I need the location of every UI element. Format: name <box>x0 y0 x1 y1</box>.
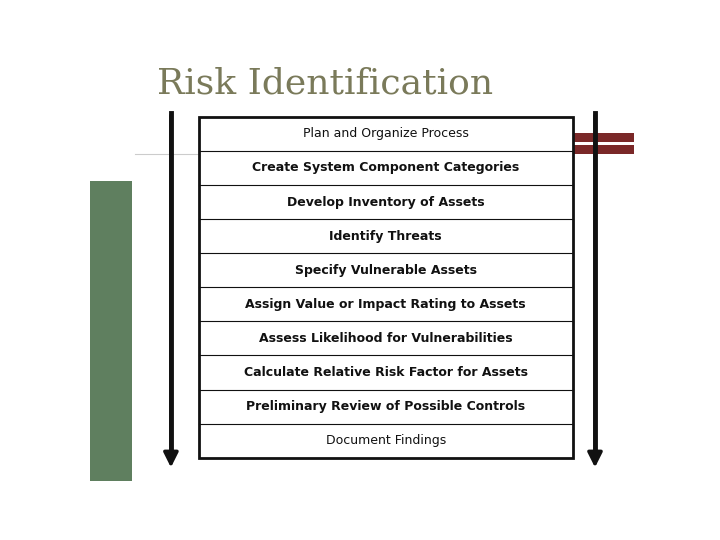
Bar <box>90 181 132 481</box>
Bar <box>492 145 634 154</box>
Text: Document Findings: Document Findings <box>325 434 446 447</box>
Text: Create System Component Categories: Create System Component Categories <box>252 161 519 174</box>
Text: Specify Vulnerable Assets: Specify Vulnerable Assets <box>294 264 477 276</box>
Text: Assess Likelihood for Vulnerabilities: Assess Likelihood for Vulnerabilities <box>259 332 513 345</box>
Text: Identify Threats: Identify Threats <box>330 230 442 242</box>
Text: Plan and Organize Process: Plan and Organize Process <box>303 127 469 140</box>
Bar <box>199 117 572 458</box>
Bar <box>492 133 634 141</box>
Text: Preliminary Review of Possible Controls: Preliminary Review of Possible Controls <box>246 400 526 413</box>
Text: Develop Inventory of Assets: Develop Inventory of Assets <box>287 195 485 208</box>
Text: Risk Identification: Risk Identification <box>157 66 493 100</box>
Text: Assign Value or Impact Rating to Assets: Assign Value or Impact Rating to Assets <box>246 298 526 311</box>
Text: Calculate Relative Risk Factor for Assets: Calculate Relative Risk Factor for Asset… <box>244 366 528 379</box>
